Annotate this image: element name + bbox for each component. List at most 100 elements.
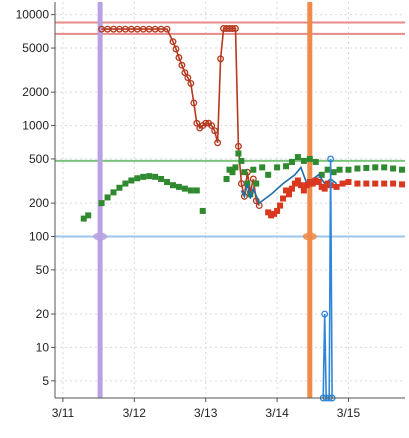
data-point bbox=[297, 182, 304, 189]
y-tick-label: 200 bbox=[29, 196, 49, 210]
x-tick-label: 3/12 bbox=[123, 406, 147, 420]
data-point bbox=[283, 163, 290, 170]
data-point bbox=[184, 74, 192, 82]
data-point bbox=[187, 187, 194, 194]
data-point bbox=[110, 189, 117, 196]
y-tick-label: 100 bbox=[29, 229, 49, 243]
data-point bbox=[238, 157, 245, 164]
data-point bbox=[277, 202, 284, 209]
data-point bbox=[363, 180, 370, 187]
y-tick-label: 10 bbox=[36, 340, 50, 354]
data-point bbox=[274, 207, 281, 214]
data-point bbox=[193, 119, 201, 127]
data-point bbox=[128, 177, 135, 184]
series-2 bbox=[80, 150, 406, 222]
data-point bbox=[229, 169, 236, 176]
data-point bbox=[303, 182, 310, 189]
y-tick-label: 1000 bbox=[22, 119, 49, 133]
y-tick-label: 2000 bbox=[22, 85, 49, 99]
data-point bbox=[134, 175, 141, 182]
data-point bbox=[193, 187, 200, 194]
data-point bbox=[333, 183, 340, 190]
data-point bbox=[259, 164, 266, 171]
data-point bbox=[354, 180, 361, 187]
data-point bbox=[339, 180, 346, 187]
data-point bbox=[294, 177, 301, 184]
data-point bbox=[202, 119, 210, 127]
data-point bbox=[163, 25, 171, 33]
data-point bbox=[345, 178, 352, 185]
data-point bbox=[229, 25, 236, 32]
data-point bbox=[237, 180, 245, 188]
reference-lines bbox=[55, 2, 405, 398]
data-point bbox=[122, 180, 129, 187]
data-point bbox=[372, 164, 379, 171]
data-point bbox=[354, 165, 361, 172]
reference-intersection-marker bbox=[302, 232, 317, 241]
data-point bbox=[140, 173, 147, 180]
data-point bbox=[223, 175, 230, 182]
data-point bbox=[152, 173, 159, 180]
data-point bbox=[336, 166, 343, 173]
data-point bbox=[280, 195, 287, 202]
data-point bbox=[247, 191, 254, 198]
y-tick-label: 20 bbox=[36, 307, 50, 321]
data-point bbox=[300, 157, 307, 164]
data-point bbox=[217, 55, 225, 63]
data-point bbox=[372, 180, 379, 187]
data-point bbox=[265, 209, 272, 216]
data-point bbox=[181, 185, 188, 192]
data-point bbox=[250, 166, 257, 173]
data-point bbox=[399, 181, 406, 188]
data-point bbox=[232, 164, 239, 171]
data-point bbox=[315, 178, 322, 185]
data-point bbox=[274, 164, 281, 171]
data-point bbox=[175, 183, 182, 190]
y-tick-label: 500 bbox=[29, 152, 49, 166]
data-point bbox=[288, 158, 295, 165]
x-tick-label: 3/15 bbox=[337, 406, 361, 420]
data-point bbox=[190, 99, 198, 107]
data-point bbox=[309, 180, 316, 187]
data-point bbox=[172, 45, 180, 53]
data-point bbox=[208, 122, 216, 130]
data-point bbox=[321, 185, 328, 192]
data-point bbox=[363, 164, 370, 171]
data-point bbox=[232, 25, 239, 32]
data-point bbox=[169, 38, 177, 46]
reference-intersection-marker bbox=[93, 232, 108, 241]
data-point bbox=[80, 215, 87, 222]
data-point bbox=[321, 310, 329, 318]
data-point bbox=[330, 169, 337, 176]
data-point bbox=[265, 171, 272, 178]
data-point bbox=[211, 127, 219, 135]
data-point bbox=[381, 164, 388, 171]
x-tick-label: 3/14 bbox=[265, 406, 289, 420]
data-point bbox=[390, 165, 397, 172]
y-tick-label: 5000 bbox=[22, 41, 49, 55]
data-point bbox=[390, 180, 397, 187]
data-point bbox=[306, 155, 313, 162]
data-point bbox=[288, 185, 295, 192]
tick-labels: 10000 5000 2000 1000 500 200 100 50 20 10 5 3/11 3/1… bbox=[16, 8, 361, 420]
data-point bbox=[181, 69, 189, 77]
data-point bbox=[345, 166, 352, 173]
data-point bbox=[381, 180, 388, 187]
axes bbox=[51, 2, 405, 402]
data-point bbox=[283, 187, 290, 194]
data-point bbox=[178, 61, 186, 69]
data-point bbox=[300, 187, 307, 194]
data-point bbox=[104, 194, 111, 201]
y-tick-label: 10000 bbox=[16, 8, 50, 22]
data-point bbox=[146, 173, 153, 180]
series-layer bbox=[80, 25, 406, 402]
data-point bbox=[241, 169, 248, 176]
data-point bbox=[399, 166, 406, 173]
data-point bbox=[318, 171, 325, 178]
data-point bbox=[199, 207, 206, 214]
data-point bbox=[116, 184, 123, 191]
data-point bbox=[327, 155, 335, 163]
